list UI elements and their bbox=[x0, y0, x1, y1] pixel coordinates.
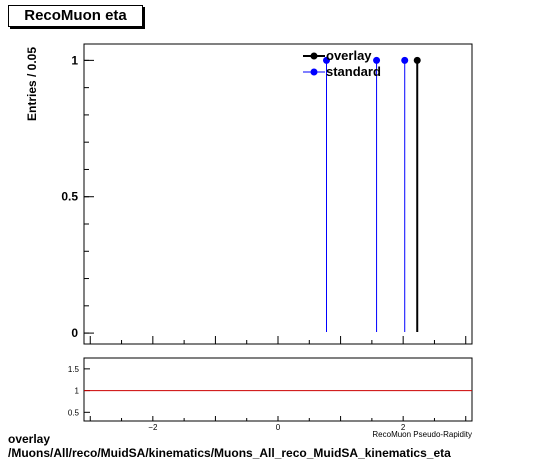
ratio-y-tick-label: 1 bbox=[75, 387, 80, 396]
ratio-x-tick-label: 2 bbox=[401, 423, 406, 432]
ratio-y-tick-label: 0.5 bbox=[68, 408, 80, 417]
ratio-x-tick-label: 0 bbox=[276, 423, 281, 432]
data-point-standard bbox=[323, 56, 330, 64]
x-axis-label: RecoMuon Pseudo-Rapidity bbox=[372, 430, 472, 439]
data-point-standard bbox=[373, 56, 381, 64]
legend-label-standard: standard bbox=[326, 64, 381, 79]
data-point-overlay bbox=[413, 56, 421, 64]
legend-marker-standard bbox=[310, 68, 318, 76]
y-axis-label: Entries / 0.05 bbox=[25, 47, 39, 121]
footer-path: /Muons/All/reco/MuidSA/kinematics/Muons_… bbox=[8, 446, 451, 460]
ratio-frame bbox=[83, 357, 473, 422]
histogram-title: RecoMuon eta bbox=[8, 5, 143, 27]
y-tick-label: 0.5 bbox=[61, 190, 78, 204]
ratio-x-tick-label: −2 bbox=[148, 423, 158, 432]
y-tick-label: 0 bbox=[71, 326, 78, 340]
footer-label: overlay bbox=[8, 432, 51, 446]
data-point-standard bbox=[401, 56, 409, 64]
main-frame bbox=[83, 43, 473, 345]
ratio-y-tick-label: 1.5 bbox=[68, 365, 80, 374]
legend-label-overlay: overlay bbox=[326, 48, 372, 63]
legend-marker-overlay bbox=[310, 52, 318, 60]
y-tick-label: 1 bbox=[71, 53, 78, 67]
